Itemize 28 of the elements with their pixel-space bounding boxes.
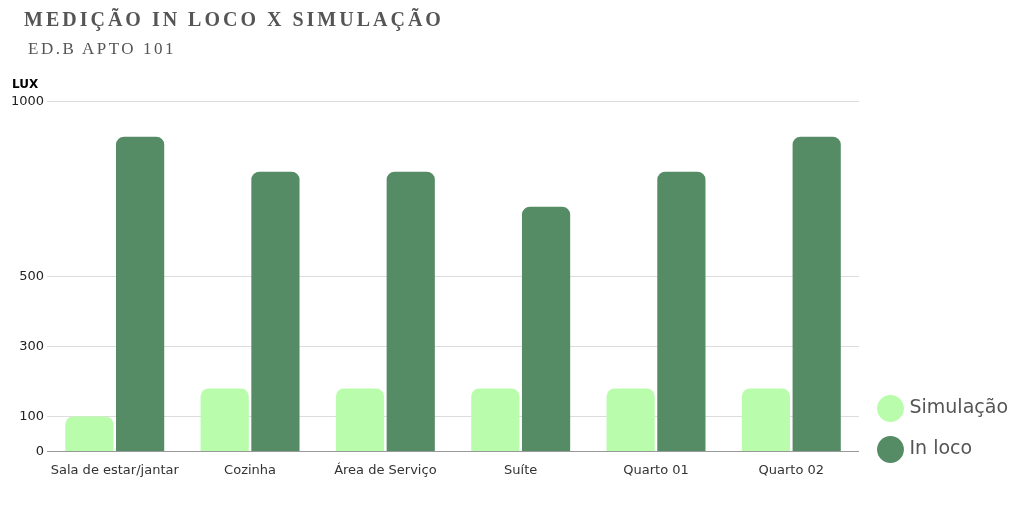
- chart-title: MEDIÇÃO IN LOCO X SIMULAÇÃO: [24, 8, 445, 31]
- x-tick-label: Suíte: [504, 461, 538, 477]
- bar: [386, 171, 435, 451]
- y-tick-label: 500: [19, 267, 45, 283]
- y-tick-label: 100: [19, 407, 45, 423]
- legend-label: Simulação: [909, 395, 1009, 418]
- bar: [200, 388, 249, 451]
- bar: [606, 388, 655, 451]
- y-axis-title: LUX: [12, 77, 40, 91]
- x-tick-label: Área de Serviço: [334, 461, 437, 477]
- bar: [65, 416, 114, 451]
- chart-subtitle: ED.B APTO 101: [28, 39, 177, 59]
- x-tick-label: Sala de estar/jantar: [50, 461, 180, 477]
- legend-label: In loco: [909, 436, 973, 459]
- y-tick-label: 300: [19, 337, 45, 353]
- bar: [792, 136, 841, 451]
- x-tick-label: Quarto 01: [623, 461, 689, 477]
- bar: [116, 136, 165, 451]
- bar: [251, 171, 300, 451]
- bar: [741, 388, 791, 451]
- bar: [471, 388, 520, 451]
- bar: [657, 171, 706, 451]
- bar: [521, 206, 571, 451]
- y-tick-label: 0: [35, 442, 45, 458]
- x-tick-label: Cozinha: [224, 461, 277, 477]
- bar: [335, 388, 385, 451]
- x-tick-label: Quarto 02: [758, 461, 825, 477]
- y-tick-label: 1000: [10, 93, 45, 109]
